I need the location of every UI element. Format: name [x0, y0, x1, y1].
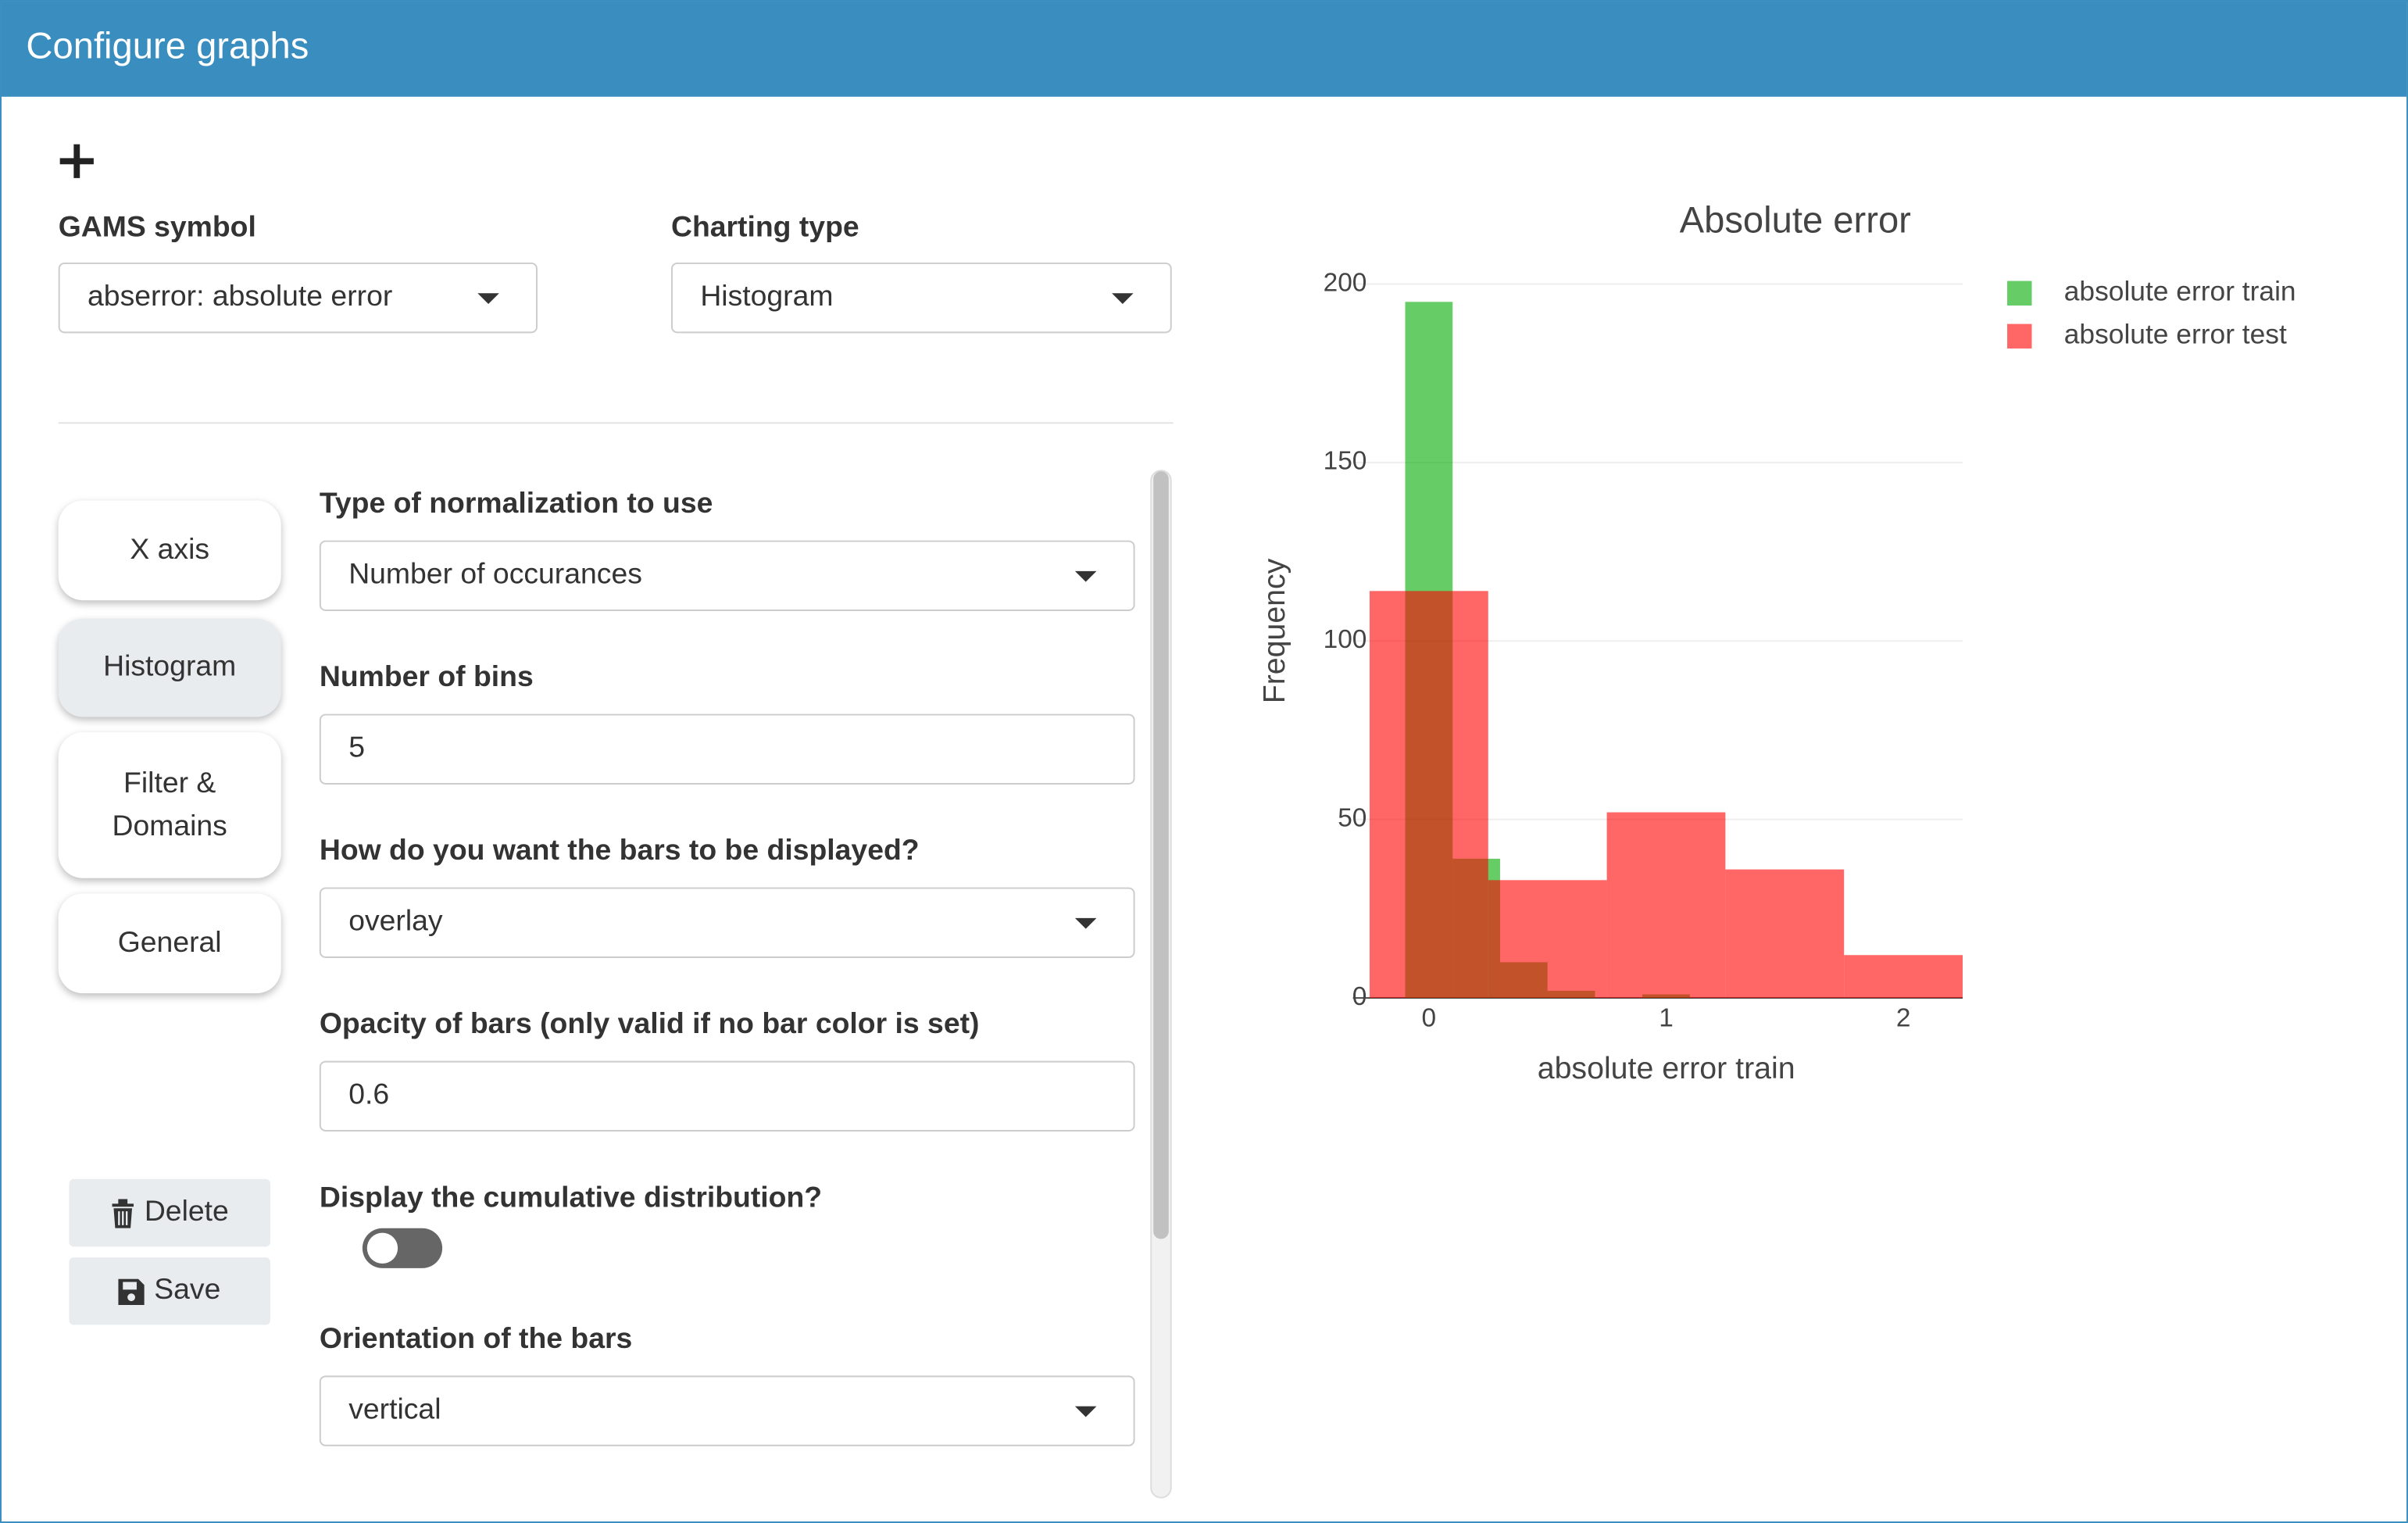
field-label: How do you want the bars to be displayed…	[319, 835, 920, 868]
form: Type of normalization to use Number of oc…	[309, 470, 1145, 1499]
histogram-bar	[1642, 994, 1690, 999]
caret	[1074, 1406, 1097, 1418]
save-button[interactable]: Save	[69, 1257, 270, 1325]
histogram-bar	[1452, 858, 1500, 999]
x-axis-title: absolute error train	[1538, 1051, 1795, 1085]
field-value: 5	[348, 732, 365, 765]
symbol-select[interactable]: abserror: absolute error	[58, 262, 538, 334]
text-input[interactable]: 5	[319, 713, 1135, 785]
field-value: vertical	[348, 1393, 441, 1427]
histogram-bar	[1725, 869, 1845, 999]
text-input[interactable]: 0.6	[319, 1060, 1135, 1132]
field-label: Display the cumulative distribution?	[319, 1182, 823, 1215]
field-label: Orientation of the bars	[319, 1323, 633, 1356]
field-label: Number of bins	[319, 661, 534, 695]
select[interactable]: vertical	[319, 1375, 1135, 1446]
y-tick-label: 150	[1324, 447, 1367, 476]
select-value: Histogram	[700, 281, 834, 313]
histogram-bar	[1499, 962, 1548, 999]
trash-icon	[112, 1198, 134, 1228]
legend-swatch	[2007, 281, 2032, 306]
delete-button[interactable]: Delete	[69, 1178, 270, 1247]
add-icon[interactable]	[59, 143, 95, 180]
save-icon	[119, 1278, 145, 1305]
header: Configure graphs	[1, 1, 2407, 97]
button-label: Delete	[144, 1196, 229, 1228]
symbol-label: GAMS symbol	[58, 212, 256, 245]
select[interactable]: overlay	[319, 887, 1135, 958]
tab[interactable]: Filter & Domains	[58, 732, 281, 878]
header-title: Configure graphs	[26, 26, 309, 68]
field-label: Opacity of bars (only valid if no bar co…	[319, 1008, 980, 1042]
caret	[1074, 917, 1097, 929]
tab[interactable]: Histogram	[58, 618, 281, 717]
histogram-bar	[1844, 955, 1963, 999]
scrollbar[interactable]	[1150, 470, 1172, 1499]
y-tick-label: 200	[1324, 268, 1367, 297]
histogram-bar	[1488, 880, 1607, 999]
legend-label: absolute error train	[2064, 277, 2296, 307]
y-axis-title: Frequency	[1257, 558, 1292, 703]
caret	[1112, 293, 1134, 305]
histogram-bar	[1606, 812, 1726, 999]
select[interactable]: Number of occurances	[319, 540, 1135, 611]
chart-title: Absolute error	[1680, 198, 1911, 240]
field-value: 0.6	[348, 1079, 390, 1112]
field-value: overlay	[348, 906, 443, 938]
scroll-thumb[interactable]	[1153, 471, 1169, 1239]
y-tick-label: 100	[1324, 625, 1367, 654]
y-tick-label: 0	[1352, 982, 1367, 1011]
button-label: Save	[154, 1274, 221, 1307]
caret	[1074, 570, 1097, 582]
tab[interactable]: X axis	[58, 500, 281, 601]
legend-swatch	[2007, 324, 2032, 349]
field-value: Number of occurances	[348, 559, 642, 592]
legend-label: absolute error test	[2064, 320, 2287, 350]
field-label: Axis label (x axis)	[320, 1497, 564, 1499]
chart-type-label: Charting type	[670, 212, 859, 245]
histogram-bar	[1405, 302, 1453, 999]
histogram-bar	[1547, 990, 1595, 999]
toggle-switch[interactable]	[362, 1228, 443, 1268]
x-tick-label: 0	[1422, 1003, 1437, 1032]
chart-type-select[interactable]: Histogram	[670, 262, 1172, 334]
histogram-bar	[1369, 591, 1488, 999]
y-tick-label: 50	[1338, 803, 1367, 832]
x-tick-label: 1	[1659, 1003, 1674, 1032]
x-tick-label: 2	[1896, 1003, 1911, 1032]
tab[interactable]: General	[58, 893, 281, 994]
field-label: Type of normalization to use	[319, 488, 713, 521]
divider	[58, 422, 1174, 424]
select-value: abserror: absolute error	[88, 281, 393, 313]
caret	[477, 293, 499, 305]
